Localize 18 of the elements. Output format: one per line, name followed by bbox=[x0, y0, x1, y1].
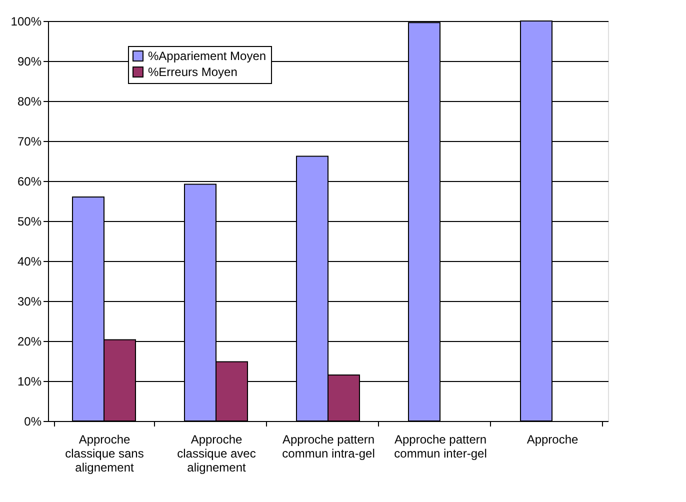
legend-label: %Erreurs Moyen bbox=[148, 65, 238, 79]
x-tick-label: Approche pattern commun inter-gel bbox=[394, 432, 487, 460]
y-tick-label: 50% bbox=[17, 214, 42, 228]
y-tick-label: 70% bbox=[17, 134, 42, 148]
y-tick-label: 40% bbox=[17, 254, 42, 268]
x-tick-label: Approche classique sans alignement bbox=[65, 432, 144, 474]
x-tick-label: Approche classique avec alignement bbox=[177, 432, 256, 474]
y-tick-label: 0% bbox=[24, 414, 42, 428]
y-tick-label: 20% bbox=[17, 334, 42, 348]
x-tick-label: Approche pattern commun intra-gel bbox=[282, 432, 375, 460]
y-tick-label: 10% bbox=[17, 374, 42, 388]
y-tick-label: 80% bbox=[17, 94, 42, 108]
y-tick-label: 60% bbox=[17, 174, 42, 188]
y-tick-label: 90% bbox=[17, 54, 42, 68]
y-tick-label: 100% bbox=[10, 14, 42, 28]
y-tick-label: 30% bbox=[17, 294, 42, 308]
legend-label: %Appariement Moyen bbox=[148, 49, 266, 63]
x-tick-label: Approche bbox=[526, 432, 579, 446]
